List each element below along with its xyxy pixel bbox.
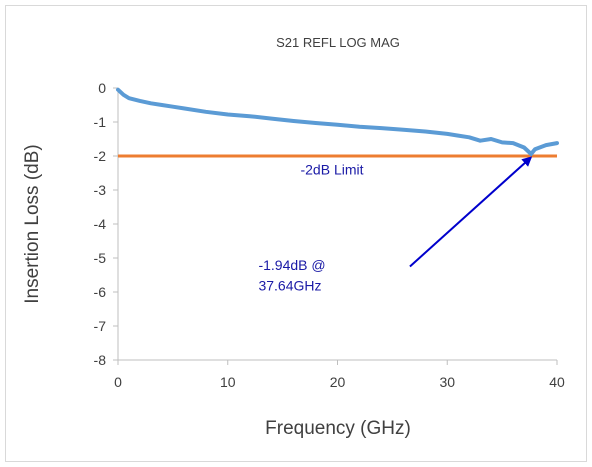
data-point xyxy=(204,110,207,114)
x-tick-label: 30 xyxy=(439,374,455,390)
insertion-loss-trace xyxy=(116,87,559,156)
data-point xyxy=(402,128,405,132)
data-point xyxy=(122,93,125,97)
data-point xyxy=(292,119,295,123)
data-point xyxy=(248,115,251,118)
data-point xyxy=(529,152,533,156)
y-axis-title: Insertion Loss (dB) xyxy=(22,144,43,303)
data-point xyxy=(226,113,229,116)
data-point xyxy=(457,134,460,137)
y-tick-label: -6 xyxy=(94,284,107,300)
y-tick-label: 0 xyxy=(98,80,106,96)
data-point xyxy=(500,141,504,144)
data-point xyxy=(270,117,273,120)
data-point xyxy=(138,99,142,103)
data-point xyxy=(336,123,339,126)
x-tick-label: 0 xyxy=(114,374,122,390)
data-point xyxy=(489,137,493,141)
x-tick-label: 20 xyxy=(330,374,346,390)
data-point xyxy=(149,102,153,105)
y-tick-label: -3 xyxy=(94,182,107,198)
data-point xyxy=(116,88,120,91)
data-point xyxy=(468,136,471,139)
data-point xyxy=(555,141,559,145)
data-point xyxy=(380,126,383,130)
x-axis-title: Frequency (GHz) xyxy=(265,418,411,439)
peak-annotation: 37.64GHz xyxy=(258,277,321,293)
data-point xyxy=(511,141,515,145)
limit-annotation: -2dB Limit xyxy=(300,162,363,178)
peak-annotation: -1.94dB @ xyxy=(258,257,325,273)
data-point xyxy=(424,130,427,133)
data-point xyxy=(358,125,361,128)
data-point xyxy=(314,121,317,125)
chart-frame xyxy=(5,5,587,462)
y-tick-label: -1 xyxy=(94,114,107,130)
data-point xyxy=(544,143,548,147)
data-point xyxy=(446,132,449,136)
y-tick-label: -2 xyxy=(94,148,107,164)
y-tick-label: -5 xyxy=(94,250,107,266)
annotation-arrow xyxy=(409,156,533,268)
data-point xyxy=(522,146,526,149)
data-point xyxy=(171,105,175,108)
y-tick-label: -8 xyxy=(94,352,107,368)
x-tick-label: 10 xyxy=(220,374,236,390)
data-point xyxy=(533,148,537,151)
y-tick-label: -7 xyxy=(94,318,107,334)
data-point xyxy=(127,97,131,100)
chart-title: S21 REFL LOG MAG xyxy=(276,35,400,50)
x-tick-label: 40 xyxy=(549,374,565,390)
y-tick-label: -4 xyxy=(94,216,107,232)
data-point xyxy=(478,139,482,142)
data-point xyxy=(160,103,164,107)
data-point xyxy=(182,107,186,110)
